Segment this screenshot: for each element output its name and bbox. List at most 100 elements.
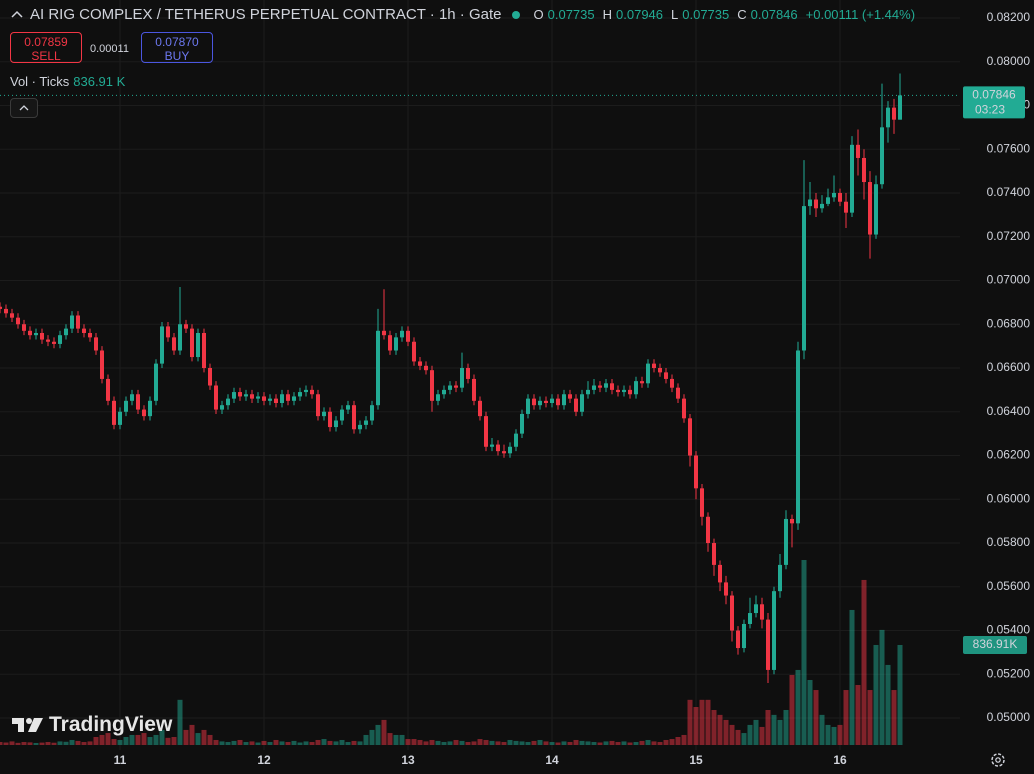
- status-dot: [511, 10, 520, 19]
- settings-button[interactable]: [991, 753, 1005, 767]
- volume-bar: [135, 734, 141, 745]
- volume-bar: [561, 741, 567, 745]
- volume-value: 836.91 K: [73, 74, 126, 89]
- volume-bar: [825, 724, 831, 745]
- candle-body: [172, 337, 176, 351]
- y-tick-label: 0.08000: [987, 54, 1031, 68]
- volume-bar: [537, 739, 543, 745]
- candle-body: [118, 411, 122, 425]
- sell-button[interactable]: 0.07859 SELL: [10, 32, 82, 63]
- countdown-label: 03:23: [975, 103, 1005, 117]
- candle-body: [676, 387, 680, 399]
- y-tick-label: 0.06800: [987, 316, 1031, 330]
- volume-bar: [411, 739, 417, 745]
- c-value: 0.07846: [750, 7, 798, 22]
- volume-bar: [195, 733, 201, 745]
- candle-body: [742, 623, 746, 649]
- volume-bar: [867, 690, 873, 745]
- candle-body: [370, 405, 374, 421]
- sell-price: 0.07859: [24, 35, 68, 49]
- volume-bar: [45, 742, 51, 745]
- volume-bar: [93, 736, 99, 745]
- volume-bar: [39, 742, 45, 745]
- volume-bar: [873, 644, 879, 745]
- volume-bar: [111, 739, 117, 745]
- candle-body: [712, 543, 716, 565]
- candle-body: [568, 394, 572, 399]
- candle-body: [430, 370, 434, 401]
- candle-body: [112, 400, 116, 425]
- o-key: O: [533, 7, 544, 22]
- volume-bar: [651, 741, 657, 745]
- candle-body: [520, 413, 524, 434]
- header: AI RIG COMPLEX / TETHERUS PERPETUAL CONT…: [10, 6, 919, 23]
- collapse-icon[interactable]: [10, 8, 24, 22]
- volume-bar: [159, 729, 165, 745]
- x-tick-label: 13: [401, 753, 415, 767]
- candle-body: [190, 328, 194, 358]
- volume-bar: [633, 742, 639, 745]
- volume-bar: [549, 742, 555, 745]
- volume-bar: [861, 579, 867, 745]
- volume-bar: [357, 741, 363, 745]
- candle-body: [814, 199, 818, 209]
- candle-body: [58, 335, 62, 344]
- volume-bar: [525, 742, 531, 745]
- candle-body: [694, 455, 698, 489]
- volume-bar: [609, 740, 615, 745]
- candle-body: [724, 582, 728, 596]
- volume-bar: [669, 739, 675, 745]
- o-value: 0.07735: [547, 7, 595, 22]
- volume-bar: [885, 664, 891, 745]
- volume-bar: [849, 609, 855, 745]
- volume-label-box: [963, 635, 1027, 654]
- candle-body: [268, 398, 272, 401]
- candle-body: [688, 418, 692, 456]
- volume-bar: [0, 742, 3, 745]
- candle-body: [802, 206, 806, 351]
- volume-bar: [273, 739, 279, 745]
- volume-bar: [567, 742, 573, 745]
- volume-bar: [843, 690, 849, 745]
- candle-body: [478, 400, 482, 417]
- candle-body: [196, 332, 200, 358]
- volume-bar: [897, 644, 903, 745]
- volume-bar: [879, 629, 885, 745]
- symbol-title[interactable]: AI RIG COMPLEX / TETHERUS PERPETUAL CONT…: [30, 6, 502, 23]
- volume-bar: [573, 739, 579, 745]
- volume-last-label: 836.91K: [973, 637, 1018, 651]
- candle-body: [544, 400, 548, 404]
- volume-bar: [297, 742, 303, 745]
- candle-body: [598, 385, 602, 388]
- candle-body: [574, 398, 578, 412]
- volume-bar: [243, 742, 249, 745]
- volume-bar: [735, 729, 741, 745]
- y-tick-label: 0.07400: [987, 185, 1031, 199]
- volume-bar: [63, 741, 69, 745]
- candle-body: [0, 306, 2, 309]
- volume-bar: [795, 669, 801, 745]
- volume-bar: [333, 741, 339, 745]
- y-tick-label: 0.07200: [987, 229, 1031, 243]
- volume-bar: [21, 742, 27, 745]
- volume-bar: [327, 740, 333, 745]
- buy-button[interactable]: 0.07870 BUY: [141, 32, 213, 63]
- y-tick-label: 0.05600: [987, 579, 1031, 593]
- volume-bar: [813, 690, 819, 745]
- ohlc: O 0.07735 H 0.07946 L 0.07735 C 0.07846 +0.0…: [534, 7, 920, 22]
- candle-body: [898, 95, 902, 120]
- volume-bar: [399, 734, 405, 745]
- candle-body: [232, 392, 236, 399]
- volume-bar: [699, 699, 705, 745]
- candle-body: [616, 389, 620, 393]
- candle-body: [778, 564, 782, 592]
- candle-body: [346, 405, 350, 410]
- candle-body: [418, 361, 422, 366]
- volume-bar: [75, 740, 81, 745]
- candle-body: [412, 341, 416, 362]
- volume-bar: [597, 742, 603, 745]
- spread: 0.00011: [90, 43, 129, 55]
- candle-body: [148, 400, 152, 417]
- candle-body: [628, 389, 632, 395]
- collapse-button[interactable]: [10, 98, 38, 118]
